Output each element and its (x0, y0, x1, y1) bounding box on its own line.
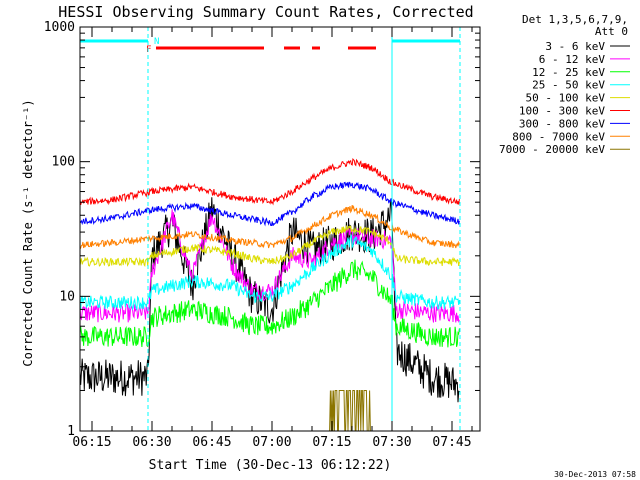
series-50-100-kev (79, 225, 460, 267)
series-800-7000-kev (79, 204, 460, 250)
legend-label-25-50-kev: 25 - 50 keV (532, 79, 605, 92)
x-tick-label: 06:30 (132, 435, 171, 450)
series-100-300-kev (79, 158, 460, 206)
legend-label-800-7000-kev: 800 - 7000 keV (512, 130, 605, 143)
y-tick-label: 1000 (44, 20, 75, 35)
legend-label-7000-20000-kev: 7000 - 20000 keV (499, 143, 605, 156)
x-axis-label: Start Time (30-Dec-13 06:12:22) (149, 458, 392, 473)
legend-label-3-6-kev: 3 - 6 keV (545, 40, 605, 53)
x-tick-label: 07:15 (312, 435, 351, 450)
x-tick-label: 07:45 (432, 435, 471, 450)
state-bars: FN (80, 37, 460, 55)
x-tick-label: 06:15 (72, 435, 111, 450)
series-3-6-kev (79, 197, 460, 403)
annotation-f: F (146, 45, 151, 55)
annotation-n: N (154, 37, 159, 47)
legend-header: Det 1,3,5,6,7,9, (522, 13, 628, 26)
series-layer (79, 158, 460, 432)
timestamp: 30-Dec-2013 07:58 (554, 470, 636, 479)
legend-label-100-300-kev: 100 - 300 keV (519, 105, 605, 118)
series-300-800-kev (79, 181, 460, 227)
x-tick-label: 07:00 (252, 435, 291, 450)
series-25-50-kev (79, 234, 460, 312)
series-12-25-kev (79, 259, 460, 348)
axes: 1 10 100 1000 06:15 06:30 06:45 07:00 07:15 07:30… (44, 20, 480, 450)
y-tick-label: 100 (52, 155, 75, 170)
plot-frame (79, 26, 481, 432)
y-tick-label: 1 (67, 424, 75, 439)
chart-title: HESSI Observing Summary Count Rates, Cor… (58, 3, 473, 21)
legend-label-12-25-kev: 12 - 25 keV (532, 66, 605, 79)
y-tick-label: 10 (59, 289, 75, 304)
x-tick-label: 07:30 (372, 435, 411, 450)
y-axis-label: Corrected Count Rate (s⁻¹ detector⁻¹) (21, 99, 35, 366)
legend-label-50-100-kev: 50 - 100 keV (526, 92, 606, 105)
legend-label-300-800-kev: 300 - 800 keV (519, 117, 605, 130)
x-tick-label: 06:45 (192, 435, 231, 450)
series-7000-20000-kev (328, 390, 372, 432)
legend-label-6-12-kev: 6 - 12 keV (539, 53, 606, 66)
legend-header: Att 0 (595, 25, 628, 38)
